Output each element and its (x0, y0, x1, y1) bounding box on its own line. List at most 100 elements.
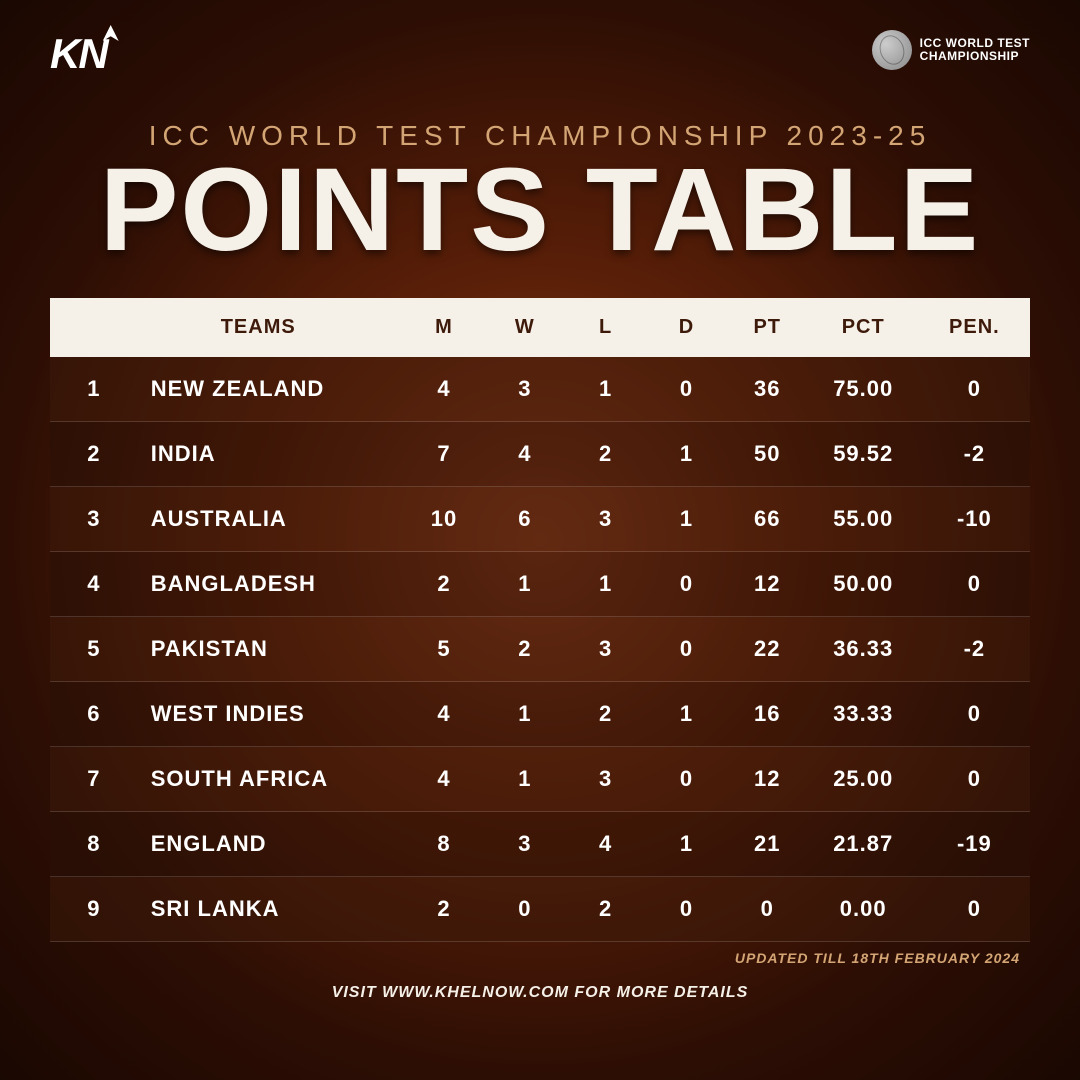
header-logos: KN ICC WORLD TEST CHAMPIONSHIP (50, 30, 1030, 90)
table-row: 4BANGLADESH21101250.000 (50, 552, 1030, 617)
cell-team: NEW ZEALAND (121, 357, 404, 422)
cell-d: 1 (646, 682, 727, 747)
cell-pct: 0.00 (808, 877, 919, 942)
cell-pt: 50 (727, 422, 808, 487)
table-row: 6WEST INDIES41211633.330 (50, 682, 1030, 747)
cell-pct: 36.33 (808, 617, 919, 682)
cell-rank: 3 (50, 487, 121, 552)
cell-pt: 16 (727, 682, 808, 747)
cell-pct: 55.00 (808, 487, 919, 552)
cell-team: WEST INDIES (121, 682, 404, 747)
cell-team: SOUTH AFRICA (121, 747, 404, 812)
table-header-row: TEAMS M W L D PT PCT PEN. (50, 298, 1030, 357)
cell-d: 1 (646, 812, 727, 877)
cell-w: 1 (484, 747, 565, 812)
col-pen: PEN. (919, 298, 1030, 357)
cell-pct: 59.52 (808, 422, 919, 487)
cell-d: 0 (646, 617, 727, 682)
col-rank (50, 298, 121, 357)
cell-l: 3 (565, 617, 646, 682)
cell-w: 0 (484, 877, 565, 942)
cell-pen: 0 (919, 552, 1030, 617)
cell-pt: 66 (727, 487, 808, 552)
cell-pen: -2 (919, 617, 1030, 682)
cell-d: 1 (646, 487, 727, 552)
table-row: 7SOUTH AFRICA41301225.000 (50, 747, 1030, 812)
updated-note: UPDATED TILL 18TH FEBRUARY 2024 (50, 950, 1030, 966)
cell-pct: 25.00 (808, 747, 919, 812)
cricket-ball-icon (872, 30, 912, 70)
icc-logo-text: ICC WORLD TEST CHAMPIONSHIP (920, 37, 1030, 63)
cell-w: 1 (484, 682, 565, 747)
points-table: TEAMS M W L D PT PCT PEN. 1NEW ZEALAND43… (50, 298, 1030, 942)
cell-d: 0 (646, 552, 727, 617)
infographic-container: KN ICC WORLD TEST CHAMPIONSHIP ICC WORLD… (0, 0, 1080, 1080)
col-m: M (404, 298, 485, 357)
cell-m: 4 (404, 357, 485, 422)
cell-m: 2 (404, 877, 485, 942)
cell-pt: 0 (727, 877, 808, 942)
cell-rank: 6 (50, 682, 121, 747)
title-block: ICC WORLD TEST CHAMPIONSHIP 2023-25 POIN… (50, 120, 1030, 263)
cell-w: 4 (484, 422, 565, 487)
cell-pct: 75.00 (808, 357, 919, 422)
cell-pt: 12 (727, 747, 808, 812)
table-row: 1NEW ZEALAND43103675.000 (50, 357, 1030, 422)
cell-m: 8 (404, 812, 485, 877)
cell-w: 3 (484, 357, 565, 422)
col-w: W (484, 298, 565, 357)
cell-pt: 21 (727, 812, 808, 877)
main-title: POINTS TABLE (50, 157, 1030, 263)
col-pt: PT (727, 298, 808, 357)
cell-d: 0 (646, 747, 727, 812)
cell-team: BANGLADESH (121, 552, 404, 617)
icc-logo: ICC WORLD TEST CHAMPIONSHIP (872, 30, 1030, 70)
cell-l: 2 (565, 422, 646, 487)
cell-rank: 4 (50, 552, 121, 617)
cell-rank: 8 (50, 812, 121, 877)
cell-team: AUSTRALIA (121, 487, 404, 552)
cell-l: 4 (565, 812, 646, 877)
table-row: 9SRI LANKA202000.000 (50, 877, 1030, 942)
table-row: 8ENGLAND83412121.87-19 (50, 812, 1030, 877)
cell-w: 1 (484, 552, 565, 617)
cell-pen: 0 (919, 357, 1030, 422)
cell-rank: 5 (50, 617, 121, 682)
cell-m: 2 (404, 552, 485, 617)
cell-pt: 22 (727, 617, 808, 682)
cell-m: 4 (404, 682, 485, 747)
col-pct: PCT (808, 298, 919, 357)
footer-link: VISIT WWW.KHELNOW.COM FOR MORE DETAILS (50, 984, 1030, 1002)
cell-l: 2 (565, 877, 646, 942)
col-d: D (646, 298, 727, 357)
cell-l: 1 (565, 552, 646, 617)
cell-m: 5 (404, 617, 485, 682)
cell-w: 6 (484, 487, 565, 552)
cell-pct: 50.00 (808, 552, 919, 617)
cell-pct: 21.87 (808, 812, 919, 877)
col-teams: TEAMS (121, 298, 404, 357)
cell-team: PAKISTAN (121, 617, 404, 682)
table-row: 5PAKISTAN52302236.33-2 (50, 617, 1030, 682)
cell-l: 1 (565, 357, 646, 422)
cell-rank: 9 (50, 877, 121, 942)
cell-rank: 1 (50, 357, 121, 422)
table-row: 2INDIA74215059.52-2 (50, 422, 1030, 487)
cell-pen: -2 (919, 422, 1030, 487)
cell-team: SRI LANKA (121, 877, 404, 942)
cell-pt: 36 (727, 357, 808, 422)
cell-pct: 33.33 (808, 682, 919, 747)
cell-l: 3 (565, 747, 646, 812)
cell-l: 2 (565, 682, 646, 747)
cell-d: 0 (646, 877, 727, 942)
cell-pen: 0 (919, 747, 1030, 812)
cell-rank: 2 (50, 422, 121, 487)
cell-pen: 0 (919, 682, 1030, 747)
table-wrapper: TEAMS M W L D PT PCT PEN. 1NEW ZEALAND43… (50, 298, 1030, 1060)
cell-w: 2 (484, 617, 565, 682)
cell-team: ENGLAND (121, 812, 404, 877)
cell-team: INDIA (121, 422, 404, 487)
kn-logo: KN (50, 30, 107, 78)
cell-pen: -10 (919, 487, 1030, 552)
cell-pen: -19 (919, 812, 1030, 877)
